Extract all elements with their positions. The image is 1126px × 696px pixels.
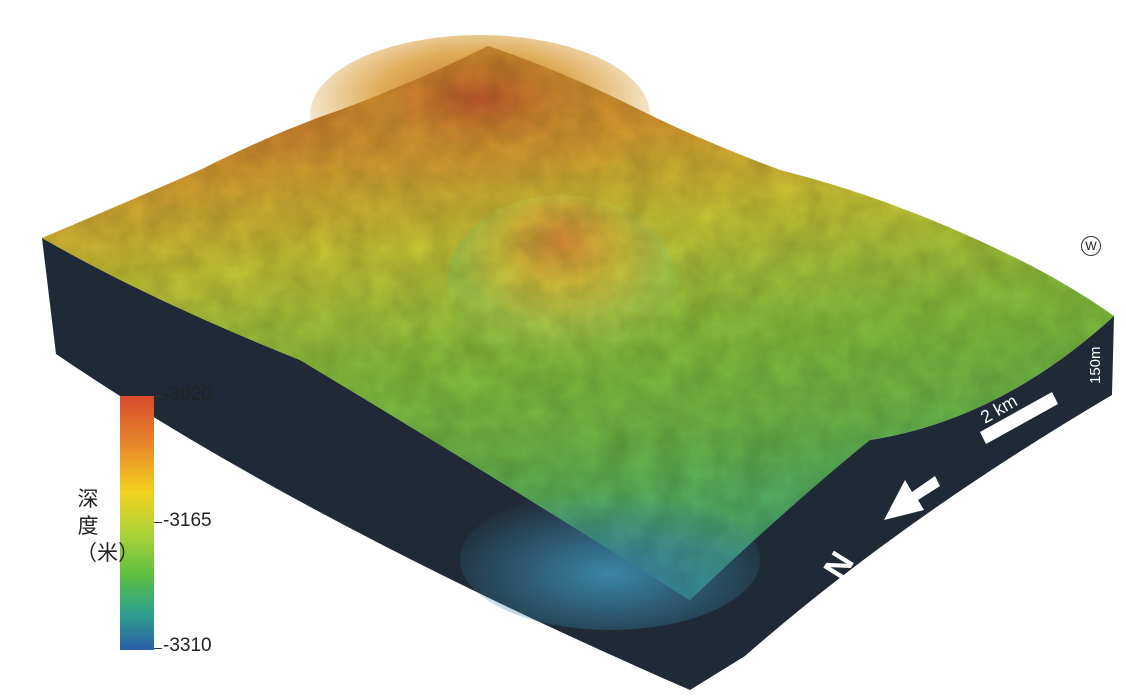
vertical-scale-label: 150m [1087,346,1104,384]
colorbar-tick [154,522,162,523]
colorbar-tick-label: -3310 [163,635,212,656]
corner-mark: W [1081,236,1101,256]
colorbar-title: 深度（米） [76,487,139,565]
colorbar-tick [154,396,162,397]
colorbar-tick-label: -3165 [163,510,212,531]
colorbar-tick [154,648,162,649]
colorbar-tick-label: -3020 [163,384,212,405]
depth-colorbar [120,396,154,650]
scale-bar-line [980,392,1058,444]
north-arrow-icon [884,476,940,520]
terrain-texture [42,46,1114,600]
